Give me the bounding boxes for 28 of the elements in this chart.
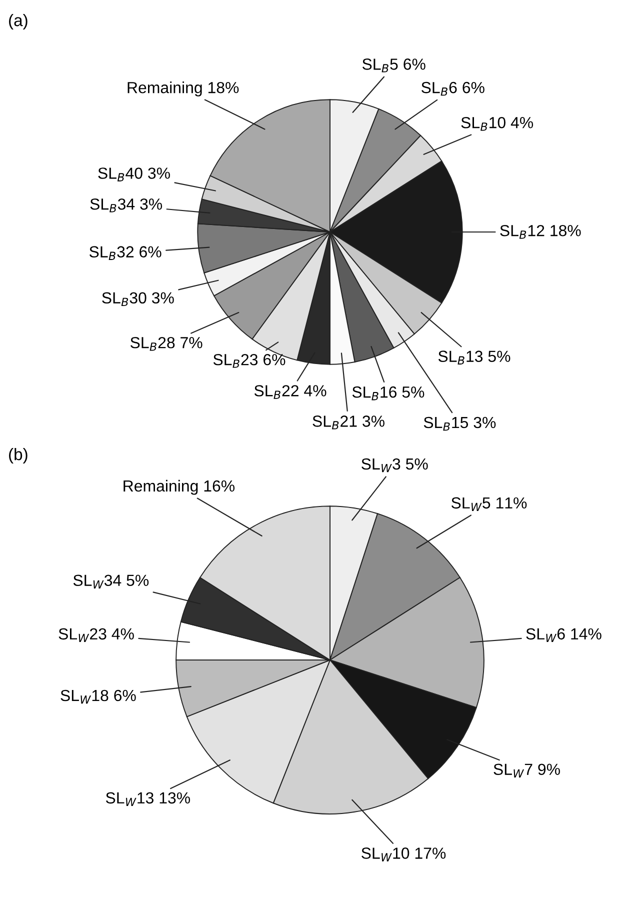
slice-label: SL$_{W}$13 13% bbox=[106, 792, 190, 806]
chart-title: (b) bbox=[9, 448, 28, 464]
slice-label: SL$_{W}$7 9% bbox=[494, 764, 560, 778]
slice-label: SL$_{B}$22 4% bbox=[254, 385, 326, 399]
slice-label: SL$_{B}$16 5% bbox=[352, 386, 424, 400]
slice-label: SL$_{B}$12 18% bbox=[500, 224, 581, 239]
slice-label: SL$_{W}$18 6% bbox=[60, 690, 136, 704]
slice-label: SL$_{W}$3 5% bbox=[362, 458, 428, 472]
slice-label: SL$_{B}$10 4% bbox=[461, 116, 534, 131]
slice-label: SL$_{B}$30 3% bbox=[102, 292, 174, 306]
slice-label: SL$_{B}$34 3% bbox=[90, 198, 162, 212]
slice-label: SL$_{B}$6 6% bbox=[422, 82, 484, 96]
slice-label: SL$_{B}$15 3% bbox=[424, 416, 496, 431]
chart-title: (a) bbox=[9, 14, 28, 30]
slice-label: SL$_{B}$13 5% bbox=[438, 350, 510, 364]
slice-label: SL$_{W}$6 14% bbox=[526, 628, 602, 642]
slice-label: SL$_{B}$5 6% bbox=[362, 58, 426, 72]
slice-label: SL$_{W}$10 17% bbox=[362, 848, 446, 862]
slice-label: Remaining 16% bbox=[124, 480, 235, 495]
slice-label: SL$_{B}$28 7% bbox=[130, 336, 202, 351]
slice-label: SL$_{B}$32 6% bbox=[90, 246, 162, 260]
slice-label: Remaining 18% bbox=[128, 82, 239, 96]
slice-label: SL$_{W}$5 11% bbox=[451, 497, 527, 512]
slice-label: SL$_{W}$23 4% bbox=[58, 628, 134, 642]
slice-label: SL$_{B}$21 3% bbox=[312, 416, 384, 430]
slice-label: SL$_{W}$34 5% bbox=[73, 574, 149, 588]
slice-label: SL$_{B}$40 3% bbox=[98, 168, 170, 182]
slice-label: SL$_{B}$23 6% bbox=[213, 354, 286, 368]
